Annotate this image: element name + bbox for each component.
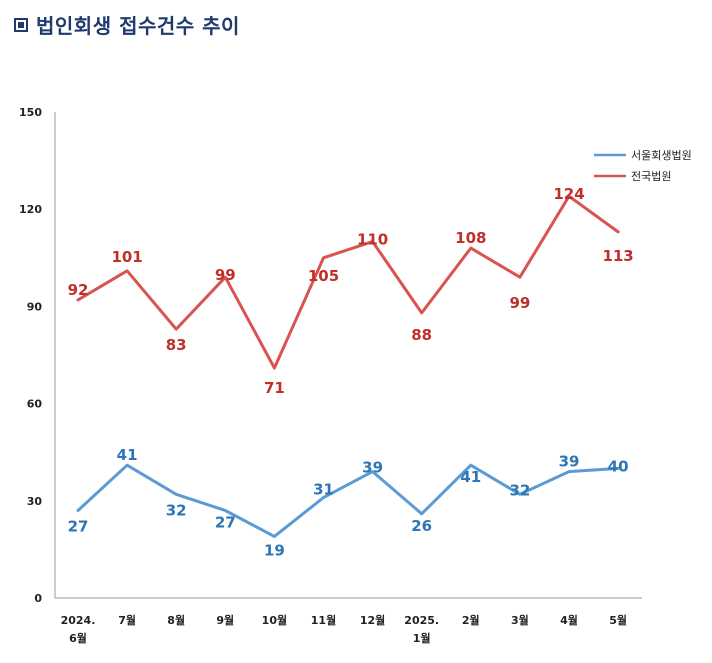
y-tick-label: 0 [34, 592, 42, 605]
y-tick-label: 60 [27, 398, 43, 411]
x-tick-label: 3월 [511, 613, 529, 627]
data-label: 40 [608, 457, 629, 475]
square-bullet-icon [14, 17, 28, 32]
data-label: 124 [553, 185, 584, 203]
x-tick-label: 8월 [167, 613, 185, 627]
data-label: 83 [166, 336, 187, 354]
data-label: 26 [411, 517, 432, 535]
data-label: 105 [308, 267, 339, 285]
data-label: 110 [357, 231, 388, 249]
data-label: 92 [68, 281, 89, 299]
x-tick-label: 4월 [560, 613, 578, 627]
data-label: 32 [509, 481, 530, 499]
x-tick-label: 10월 [262, 613, 287, 627]
x-tick-label: 2024. [61, 614, 96, 627]
data-label: 99 [509, 294, 530, 312]
legend-label: 서울회생법원 [631, 149, 692, 162]
x-tick-label: 9월 [216, 613, 234, 627]
data-label: 39 [362, 459, 383, 477]
data-label: 31 [313, 481, 334, 499]
data-label: 19 [264, 541, 285, 559]
data-label: 27 [215, 514, 236, 532]
x-tick-label: 6월 [69, 631, 87, 645]
x-tick-label: 1월 [413, 631, 431, 645]
data-label: 32 [166, 501, 187, 519]
x-tick-label: 11월 [311, 613, 336, 627]
legend-label: 전국법원 [631, 170, 671, 183]
x-tick-label: 5월 [609, 613, 627, 627]
series-line-seoul [76, 463, 620, 538]
data-label: 108 [455, 229, 486, 247]
x-tick-label: 2025. [404, 614, 439, 627]
data-label: 41 [117, 446, 138, 464]
y-tick-label: 30 [27, 495, 43, 508]
y-tick-label: 90 [27, 300, 43, 313]
data-label: 88 [411, 326, 432, 344]
data-label: 41 [460, 468, 481, 486]
x-tick-label: 7월 [118, 613, 136, 627]
y-tick-label: 150 [19, 106, 42, 119]
data-label: 39 [559, 453, 580, 471]
series-line-national [76, 194, 620, 370]
data-label: 71 [264, 379, 285, 397]
page-title: 법인회생 접수건수 추이 [36, 14, 240, 38]
data-label: 101 [111, 248, 142, 266]
chart-title-block: 법인회생 접수건수 추이 [14, 10, 240, 39]
data-label: 99 [215, 266, 236, 284]
data-label: 27 [68, 518, 89, 536]
data-label: 113 [602, 247, 633, 265]
y-tick-label: 120 [19, 203, 42, 216]
x-tick-label: 2월 [462, 613, 480, 627]
x-tick-label: 12월 [360, 613, 385, 627]
